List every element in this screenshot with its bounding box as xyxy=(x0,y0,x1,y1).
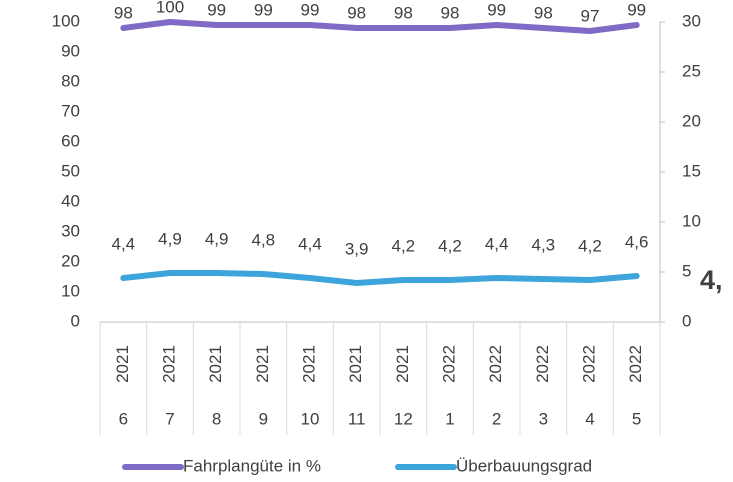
y2-tick-label: 5 xyxy=(682,261,691,280)
x-tick-year: 2021 xyxy=(253,345,272,383)
y2-tick-label: 10 xyxy=(682,211,701,230)
series-line xyxy=(120,19,640,34)
data-label: 4,2 xyxy=(438,236,462,255)
x-tick-month: 12 xyxy=(394,409,413,428)
x-tick-year: 2022 xyxy=(533,345,552,383)
y2-tick-label: 15 xyxy=(682,161,701,180)
y2-tick-label: 25 xyxy=(682,61,701,80)
data-label: 4,2 xyxy=(392,236,416,255)
data-label: 4,4 xyxy=(112,234,136,253)
y-tick-label: 100 xyxy=(52,11,80,30)
data-label: 98 xyxy=(347,3,366,22)
y-tick-label: 40 xyxy=(61,191,80,210)
x-tick-year: 2021 xyxy=(113,345,132,383)
y2-tick-label: 0 xyxy=(682,311,691,330)
data-label: 97 xyxy=(581,6,600,25)
x-tick-year: 2022 xyxy=(486,345,505,383)
data-label: 100 xyxy=(156,0,184,16)
data-label: 4,9 xyxy=(205,229,229,248)
x-tick-year: 2022 xyxy=(439,345,458,383)
x-tick-year: 2021 xyxy=(393,345,412,383)
y-tick-label: 30 xyxy=(61,221,80,240)
data-label: 4,3 xyxy=(532,235,556,254)
x-tick-year: 2022 xyxy=(626,345,645,383)
x-tick-month: 6 xyxy=(119,409,128,428)
y-tick-label: 10 xyxy=(61,281,80,300)
y-tick-label: 60 xyxy=(61,131,80,150)
data-label: 98 xyxy=(441,3,460,22)
x-tick-month: 11 xyxy=(348,409,366,428)
data-label: 4,9 xyxy=(158,229,182,248)
data-label: 4,4 xyxy=(298,234,322,253)
data-label: 4,8 xyxy=(252,230,276,249)
x-tick-month: 3 xyxy=(539,409,548,428)
data-label: 99 xyxy=(627,0,646,19)
x-tick-month: 4 xyxy=(585,409,594,428)
y2-tick-label: 20 xyxy=(682,111,701,130)
y-tick-label: 50 xyxy=(61,161,80,180)
x-tick-year: 2021 xyxy=(206,345,225,383)
x-tick-month: 7 xyxy=(165,409,174,428)
legend-label: Fahrplangüte in % xyxy=(183,456,321,475)
y-tick-label: 20 xyxy=(61,251,80,270)
y2-tick-label: 30 xyxy=(682,11,701,30)
data-label: 98 xyxy=(114,3,133,22)
legend-label: Überbauungsgrad xyxy=(456,456,592,475)
data-label: 99 xyxy=(487,0,506,19)
annotation: 4, xyxy=(700,265,723,295)
x-tick-year: 2022 xyxy=(579,345,598,383)
data-label: 98 xyxy=(534,3,553,22)
y-tick-label: 80 xyxy=(61,71,80,90)
x-tick-month: 2 xyxy=(492,409,501,428)
data-label: 99 xyxy=(254,0,273,19)
data-label: 4,6 xyxy=(625,232,649,251)
y-tick-label: 90 xyxy=(61,41,80,60)
x-tick-year: 2021 xyxy=(159,345,178,383)
x-tick-year: 2021 xyxy=(346,345,365,383)
y-tick-label: 0 xyxy=(71,311,80,330)
series-line xyxy=(120,270,640,286)
x-tick-month: 10 xyxy=(301,409,320,428)
data-label: 4,4 xyxy=(485,234,509,253)
data-label: 99 xyxy=(207,0,226,19)
x-tick-month: 8 xyxy=(212,409,221,428)
x-tick-month: 1 xyxy=(445,409,454,428)
data-label: 99 xyxy=(301,0,320,19)
data-label: 3,9 xyxy=(345,239,369,258)
x-tick-month: 5 xyxy=(632,409,641,428)
x-tick-year: 2021 xyxy=(299,345,318,383)
y-tick-label: 70 xyxy=(61,101,80,120)
data-label: 98 xyxy=(394,3,413,22)
data-label: 4,2 xyxy=(578,236,602,255)
x-tick-month: 9 xyxy=(259,409,268,428)
